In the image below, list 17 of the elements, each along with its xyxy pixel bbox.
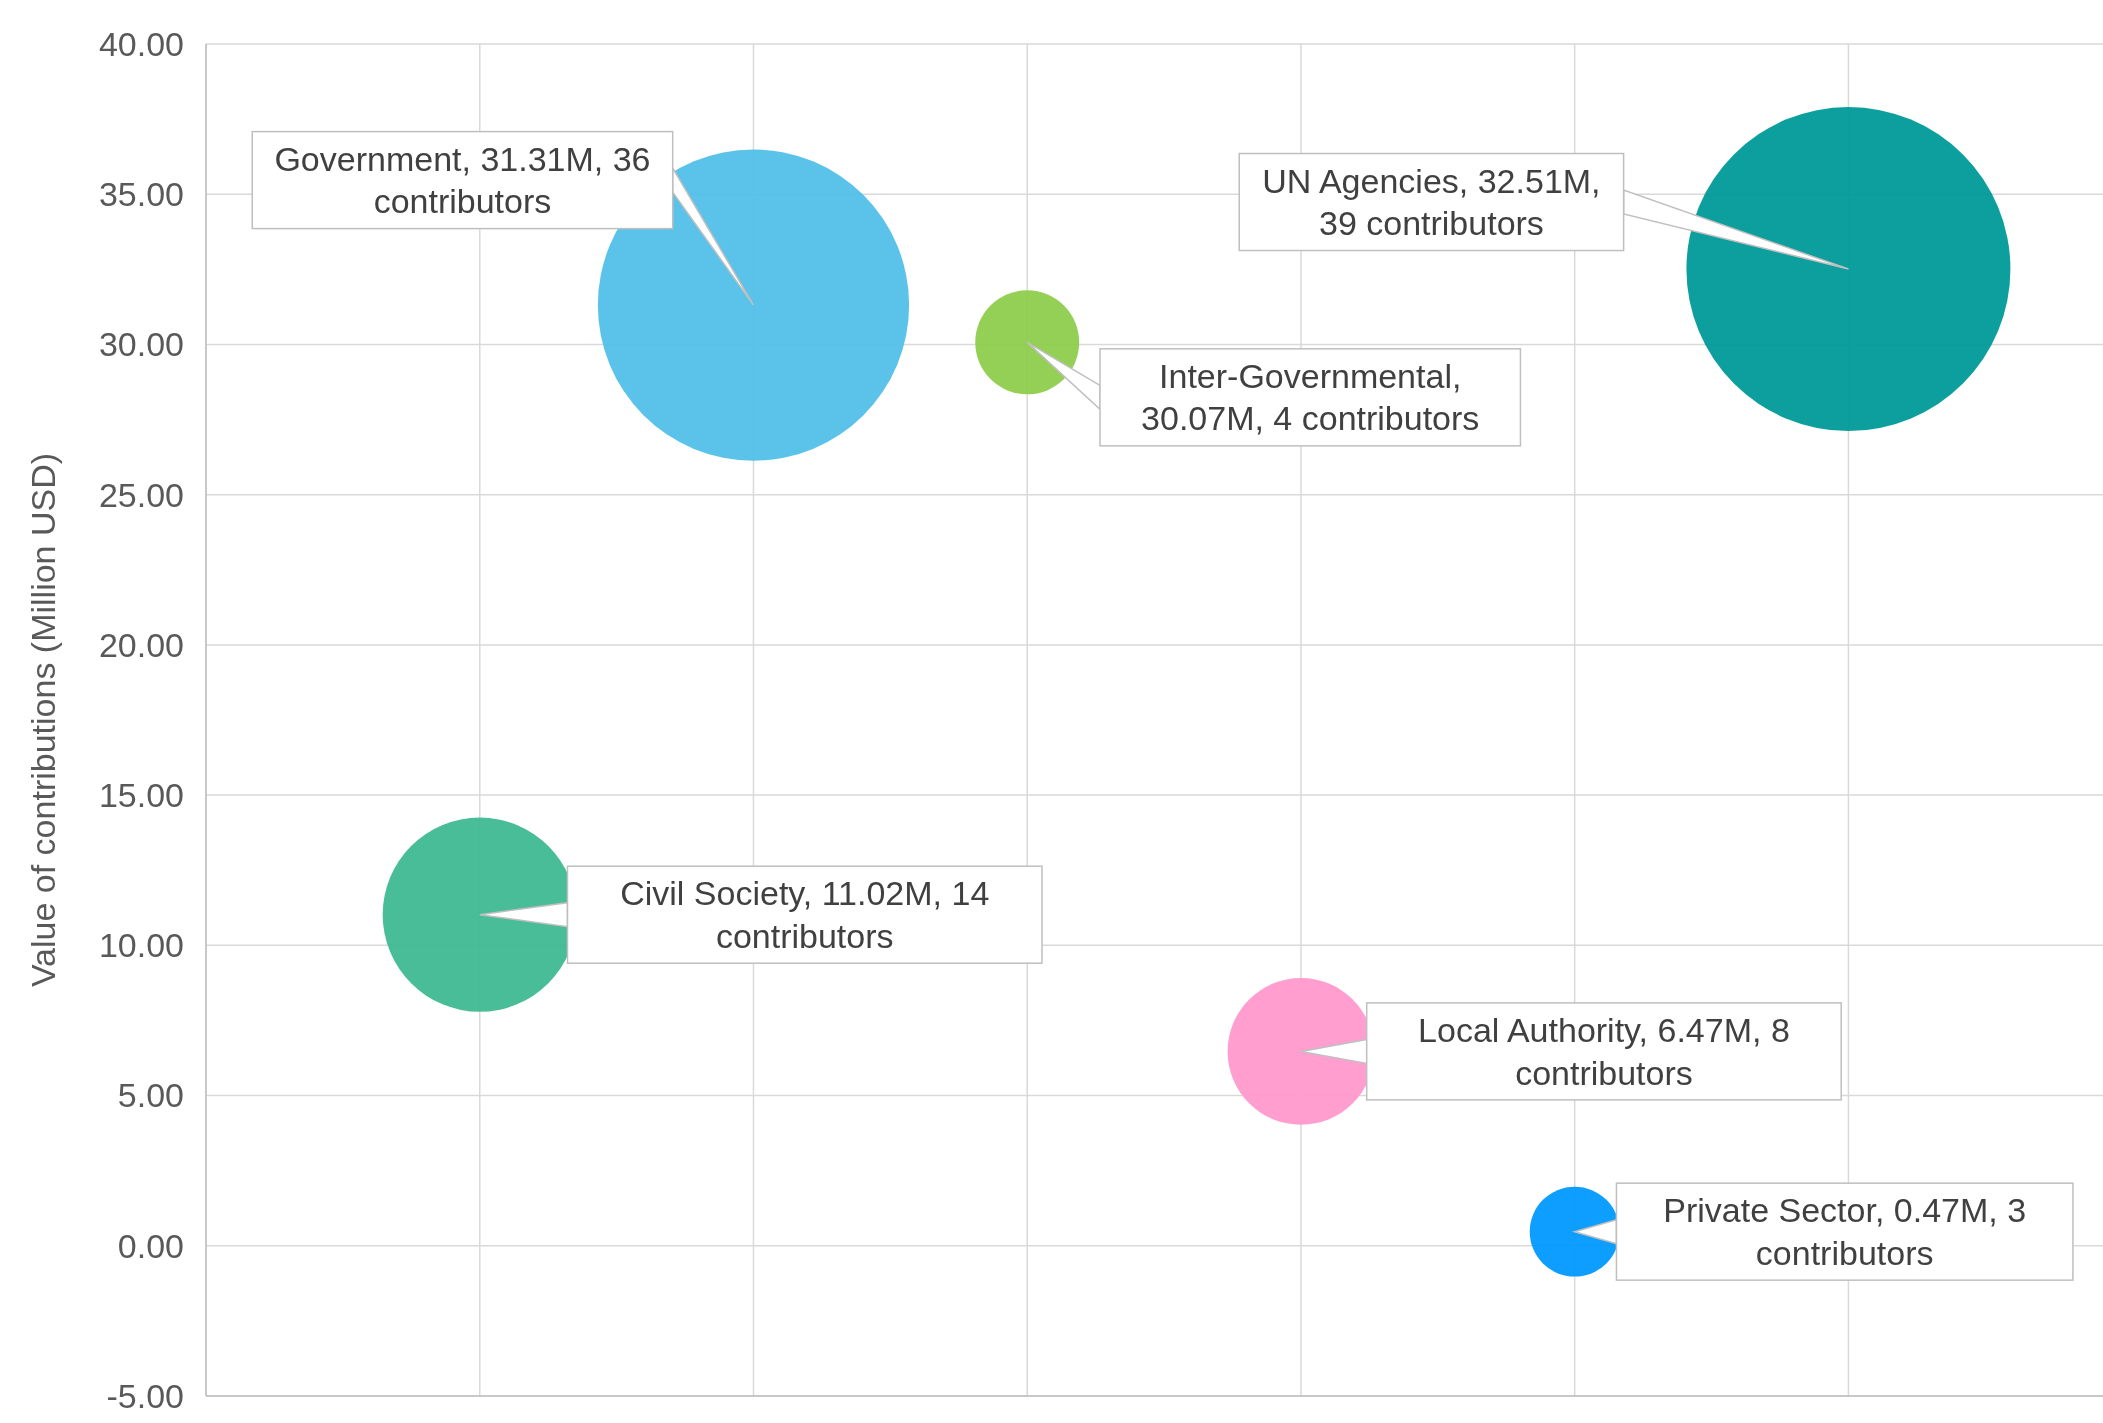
- data-label: Government, 31.31M, 36 contributors: [274, 139, 651, 221]
- y-tick-label: 20.00: [98, 625, 184, 664]
- y-tick-label: 0.00: [117, 1226, 184, 1265]
- data-label: UN Agencies, 32.51M, 39 contributors: [1262, 161, 1601, 243]
- y-tick-label: 35.00: [98, 175, 184, 214]
- y-tick-label: -5.00: [106, 1376, 184, 1415]
- data-label: Civil Society, 11.02M, 14 contributors: [620, 874, 990, 955]
- y-tick-label: 25.00: [98, 475, 184, 514]
- y-tick-label: 15.00: [98, 776, 184, 815]
- y-axis-title: Value of contributions (Million USD): [24, 452, 62, 988]
- y-tick-label: 30.00: [98, 325, 184, 364]
- y-tick-label: 40.00: [98, 24, 184, 63]
- data-label: Inter-Governmental, 30.07M, 4 contributors: [1141, 356, 1480, 438]
- data-label: Private Sector, 0.47M, 3 contributors: [1663, 1191, 2027, 1272]
- data-label: Local Authority, 6.47M, 8 contributors: [1418, 1011, 1790, 1092]
- y-tick-label: 10.00: [98, 926, 184, 965]
- y-tick-label: 5.00: [117, 1076, 184, 1115]
